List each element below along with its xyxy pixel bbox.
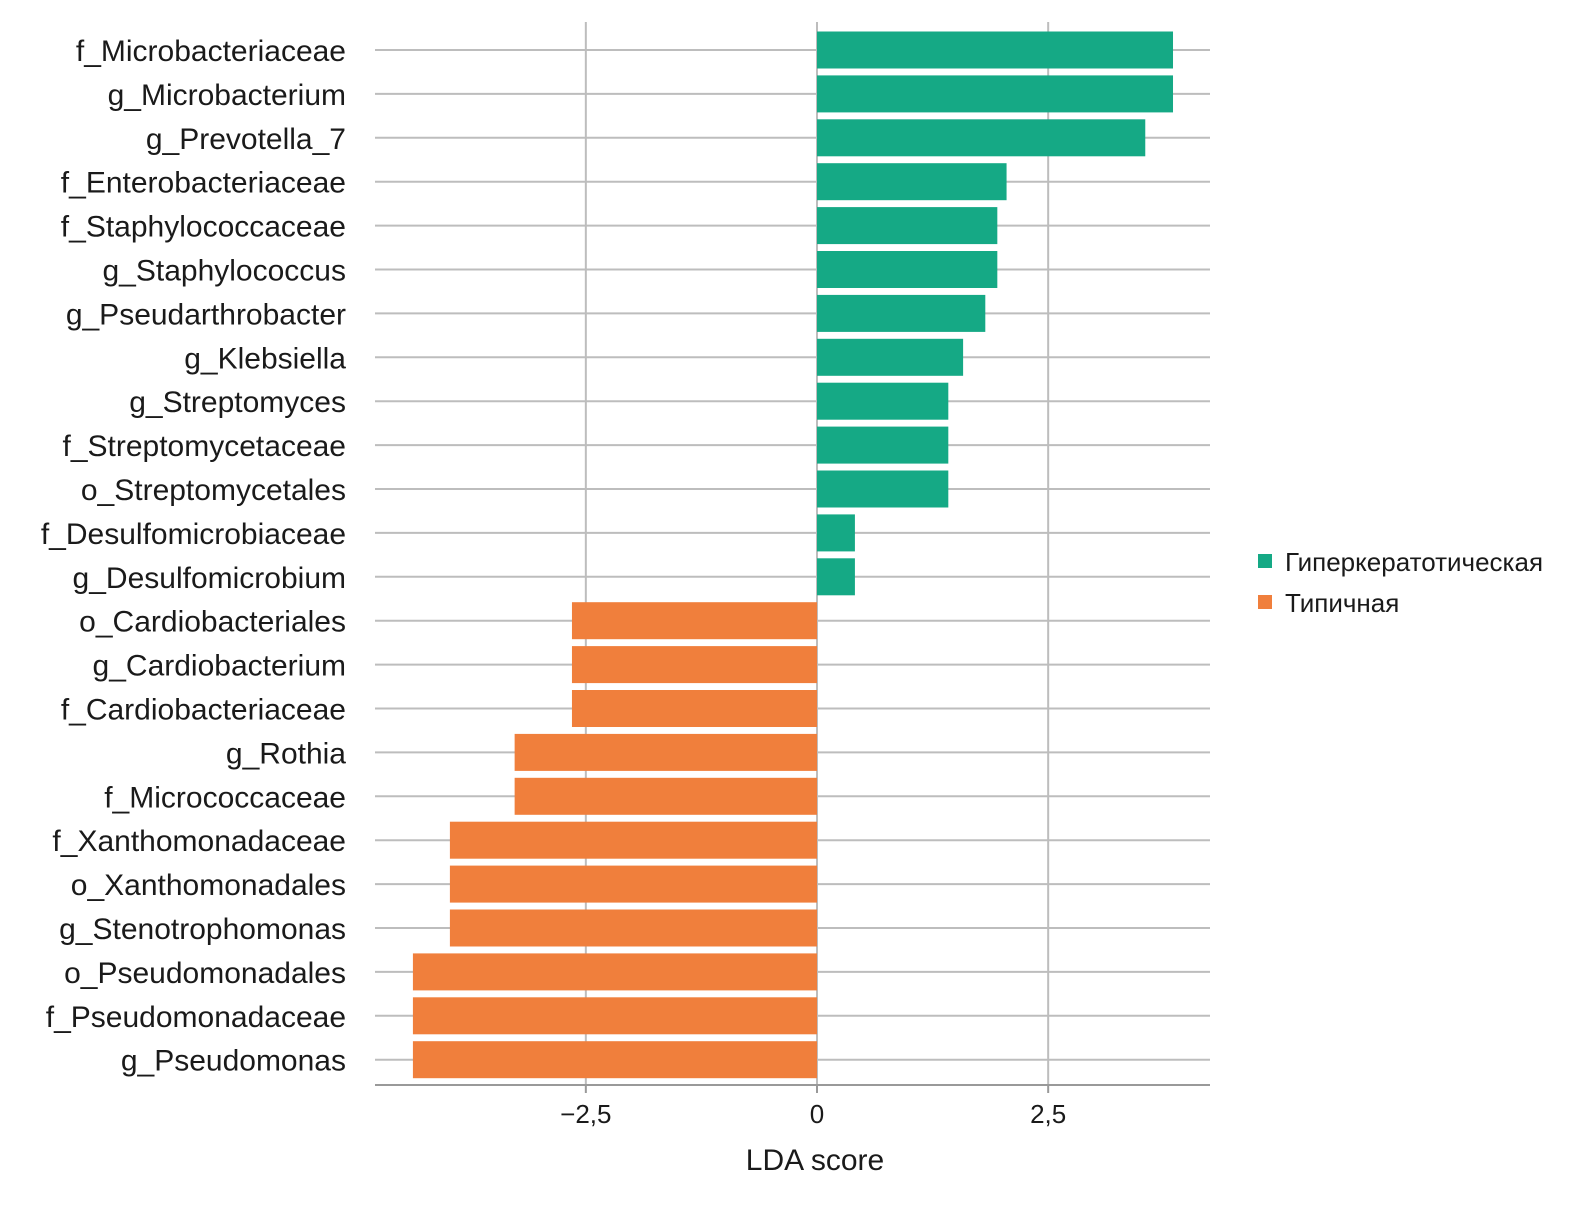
legend: Гиперкератотическая Типичная [1258,547,1543,618]
category-label: g_Microbacterium [108,79,346,112]
bar [412,953,818,991]
legend-swatch [1258,595,1272,609]
category-label: f_Desulfomicrobiaceae [41,518,346,551]
bar [412,997,818,1035]
x-tick-label: −2,5 [560,1099,611,1129]
category-label: g_Stenotrophomonas [59,913,346,946]
category-label: f_Pseudomonadaceae [46,1001,346,1034]
bar [817,207,998,245]
bar [817,251,998,288]
category-label: f_Cardiobacteriaceae [61,694,346,727]
category-label: g_Pseudarthrobacter [66,298,346,331]
legend-swatch [1258,554,1272,568]
bar [817,470,949,508]
category-label: g_Staphylococcus [103,255,347,288]
x-tick-label: 2,5 [1030,1099,1066,1129]
category-label: f_Enterobacteriaceae [61,167,346,200]
bar [449,909,818,947]
category-label: f_Staphylococcaceae [61,211,346,244]
category-label: o_Xanthomonadales [71,869,346,902]
category-label: f_Microbacteriaceae [76,35,346,68]
category-label: o_Pseudomonadales [64,957,346,990]
bar [817,514,855,552]
bar [817,426,949,464]
bar [514,777,818,815]
bar [571,646,818,684]
bar [817,558,855,596]
category-label: g_Desulfomicrobium [73,562,346,595]
x-axis: −2,5 0 2,5 [375,1084,1210,1129]
bar [449,865,818,903]
x-tick-label: 0 [810,1099,824,1129]
category-label: f_Micrococcaceae [104,781,346,814]
category-labels: f_Microbacteriaceae g_Microbacterium g_Pre… [41,35,346,1078]
category-label: g_Pseudomonas [121,1045,346,1078]
category-label: g_Rothia [226,737,346,770]
category-label: f_Xanthomonadaceae [52,825,346,858]
bar [817,31,1174,69]
bar [571,690,818,727]
category-label: g_Cardiobacterium [93,650,346,683]
category-label: g_Prevotella_7 [146,123,346,156]
category-label: o_Streptomycetales [81,474,346,507]
category-label: g_Streptomyces [129,386,346,419]
bar [817,75,1174,113]
legend-label: Гиперкератотическая [1285,547,1543,577]
bar [817,338,964,376]
bar [817,382,949,420]
bar [571,602,818,640]
bar [412,1041,818,1079]
category-label: o_Cardiobacteriales [79,606,346,639]
category-label: f_Streptomycetaceae [63,430,347,463]
bar [817,119,1146,157]
bars [412,31,1174,1079]
category-label: g_Klebsiella [184,342,346,375]
bar [817,294,986,332]
x-axis-title: LDA score [746,1144,884,1177]
legend-label: Типичная [1285,588,1399,618]
bar [817,163,1007,201]
bar [514,733,818,771]
bar [449,821,818,859]
